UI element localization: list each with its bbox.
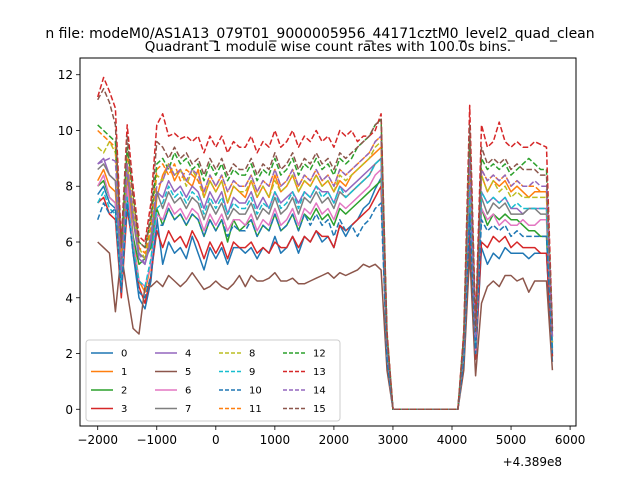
legend-label-15: 15: [313, 404, 326, 415]
y-tick-label: 4: [65, 291, 73, 305]
series-layer: [96, 76, 554, 411]
legend-label-1: 1: [121, 367, 127, 378]
legend-label-13: 13: [313, 367, 326, 378]
legend-label-2: 2: [121, 386, 127, 397]
legend-label-8: 8: [249, 349, 255, 360]
y-tick-label: 0: [65, 403, 73, 417]
x-tick-label: 3000: [378, 433, 409, 447]
legend-label-5: 5: [185, 367, 191, 378]
legend-label-7: 7: [185, 404, 191, 415]
y-tick-label: 2: [65, 347, 73, 361]
legend-label-6: 6: [185, 386, 191, 397]
y-tick-label: 12: [58, 68, 73, 82]
x-tick-label: 5000: [496, 433, 527, 447]
legend-label-10: 10: [249, 386, 262, 397]
x-tick-label: 6000: [555, 433, 586, 447]
axis-ticks: −2000 −1000 0 1000 2000 3000 4000 5000 6000 0 2 4 6 8…: [58, 68, 586, 447]
figure-suptitle: n file: modeM0/AS1A13_079T01_9000005956_…: [45, 26, 594, 42]
legend-label-11: 11: [249, 404, 262, 415]
legend-box: [85, 339, 341, 422]
legend-label-4: 4: [185, 349, 191, 360]
chart-title: Quadrant 1 module wise count rates with …: [145, 39, 511, 55]
x-tick-label: 1000: [260, 433, 291, 447]
x-tick-label: 2000: [319, 433, 350, 447]
y-tick-label: 10: [58, 124, 73, 138]
series-line-15: [97, 87, 554, 411]
legend-label-0: 0: [121, 349, 127, 360]
legend-label-12: 12: [313, 349, 326, 360]
series-line-10: [96, 202, 554, 411]
series-line-12: [97, 118, 554, 411]
x-tick-label: −2000: [77, 433, 118, 447]
legend-label-3: 3: [121, 404, 127, 415]
x-tick-label: 0: [212, 433, 220, 447]
y-tick-label: 6: [65, 236, 73, 250]
x-tick-label: 4000: [437, 433, 468, 447]
series-line-5: [97, 241, 554, 411]
x-offset-label: +4.389e8: [503, 455, 562, 469]
x-tick-label: −1000: [136, 433, 177, 447]
legend-label-9: 9: [249, 367, 255, 378]
y-tick-label: 8: [65, 180, 73, 194]
legend-label-14: 14: [313, 386, 326, 397]
